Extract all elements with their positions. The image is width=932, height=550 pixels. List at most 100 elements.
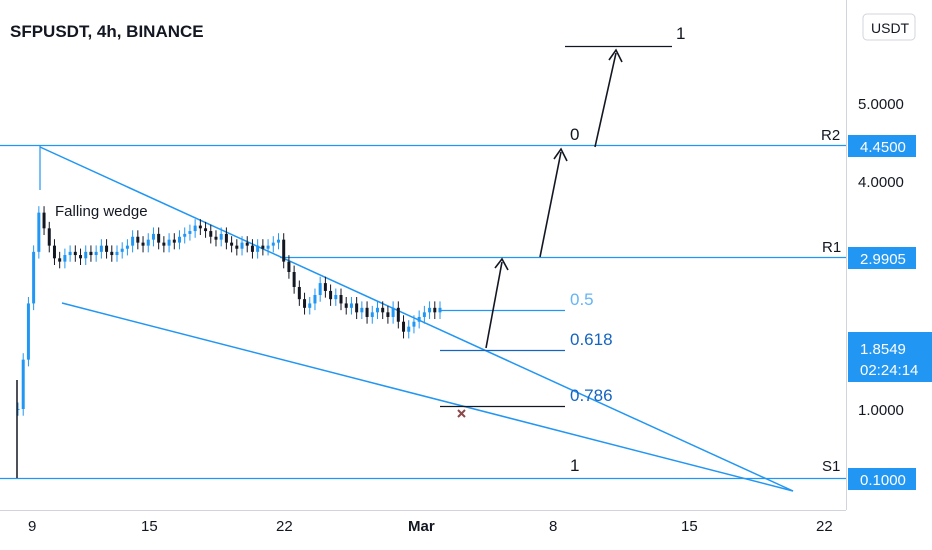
candle-body	[407, 326, 411, 332]
x-tick-mar: Mar	[408, 518, 435, 535]
candle-body	[16, 409, 20, 410]
candle-body	[412, 321, 416, 327]
chart-title: SFPUSDT, 4h, BINANCE	[10, 22, 204, 41]
candle-body	[146, 239, 150, 246]
currency-button[interactable]: USDT	[862, 13, 916, 41]
candle-body	[79, 255, 83, 259]
candle-body	[37, 212, 41, 252]
candle-body	[157, 233, 161, 243]
candle-body	[68, 251, 72, 256]
s1-price-tag	[848, 468, 916, 490]
x-tick-9: 9	[28, 518, 36, 535]
candle-body	[282, 239, 286, 262]
candle-body	[334, 295, 338, 300]
candle-body	[162, 242, 166, 246]
candle-body	[339, 295, 343, 304]
last-price-countdown: 02:24:14	[860, 362, 918, 379]
r1-price-tag	[848, 247, 916, 269]
candle-body	[428, 307, 432, 313]
candle-body	[183, 233, 187, 237]
candle-body	[349, 303, 353, 308]
candle-body	[73, 251, 77, 256]
candle-body	[110, 251, 114, 256]
x-tick-15b: 15	[681, 518, 698, 535]
candle-body	[105, 245, 109, 252]
candle-body	[42, 212, 46, 229]
candle-body	[141, 242, 145, 246]
arrow-2-shaft	[539, 151, 562, 258]
candle-body	[375, 307, 379, 313]
fib-label-0-top: 0	[570, 125, 579, 144]
fib-label-1-target: 1	[676, 24, 685, 43]
candle-body	[313, 295, 317, 304]
candle-body	[417, 316, 421, 322]
candle-body	[370, 312, 374, 317]
candle-body	[167, 239, 171, 246]
candle-body	[58, 258, 62, 262]
candle-body	[266, 245, 270, 249]
candle-body	[204, 228, 208, 232]
candle-body	[47, 228, 51, 246]
fib-label-0-618: 0.618	[570, 330, 613, 349]
last-price-tag	[848, 332, 932, 382]
last-price-value: 1.8549	[860, 341, 906, 358]
fib-label-0-786: 0.786	[570, 386, 613, 405]
arrow-3-shaft	[594, 52, 617, 148]
candle-body	[381, 307, 385, 313]
candle-body	[365, 307, 369, 317]
candle-body	[438, 307, 442, 313]
s1-label: S1	[822, 458, 840, 475]
arrow-1-shaft	[485, 261, 503, 349]
x-tick-8: 8	[549, 518, 557, 535]
candle-body	[151, 233, 155, 240]
candle-body	[63, 255, 67, 262]
x-tick-15: 15	[141, 518, 158, 535]
r2-price-tag	[848, 135, 916, 157]
r2-label: R2	[821, 127, 840, 144]
candle-body	[26, 303, 30, 360]
candle-body	[318, 283, 322, 295]
y-tick-1: 1.0000	[858, 402, 904, 419]
wedge-upper-line	[39, 146, 794, 492]
candle-body	[344, 303, 348, 308]
y-tick-4: 4.0000	[858, 174, 904, 191]
candle-body	[422, 312, 426, 317]
candle-body	[235, 245, 239, 249]
s1-price-value: 0.1000	[860, 472, 906, 489]
candle-body	[297, 286, 301, 300]
candle-body	[256, 245, 260, 252]
candle-body	[172, 239, 176, 243]
fib-label-1-bottom: 1	[570, 456, 579, 475]
candle-body	[89, 251, 93, 256]
fib-label-0-5: 0.5	[570, 290, 594, 309]
arrow-1-head	[494, 257, 509, 271]
candle-body	[360, 307, 364, 313]
candle-body	[120, 248, 124, 252]
arrow-2-head	[553, 147, 568, 162]
wedge-lower-line	[61, 302, 794, 492]
candle-body	[402, 321, 406, 332]
candle-body	[245, 242, 249, 246]
candle-body	[84, 251, 88, 259]
r1-label: R1	[822, 239, 841, 256]
candle-body	[52, 245, 56, 259]
candle-body	[99, 245, 103, 252]
candle-body	[193, 225, 197, 232]
currency-button-label[interactable]: USDT	[871, 20, 910, 36]
projection-arrows	[485, 48, 623, 349]
candle-body	[303, 299, 307, 308]
candle-body	[214, 236, 218, 240]
x-tick-22: 22	[276, 518, 293, 535]
cross-marker	[457, 409, 466, 418]
r1-price-value: 2.9905	[860, 251, 906, 268]
candle-body	[355, 303, 359, 313]
candle-body	[115, 251, 119, 256]
candle-body	[32, 251, 36, 304]
candle-body	[250, 245, 254, 252]
candle-body	[261, 245, 265, 249]
candle-body	[94, 251, 98, 256]
candle-body	[396, 307, 400, 322]
candle-body	[386, 312, 390, 317]
candle-body	[131, 236, 135, 246]
